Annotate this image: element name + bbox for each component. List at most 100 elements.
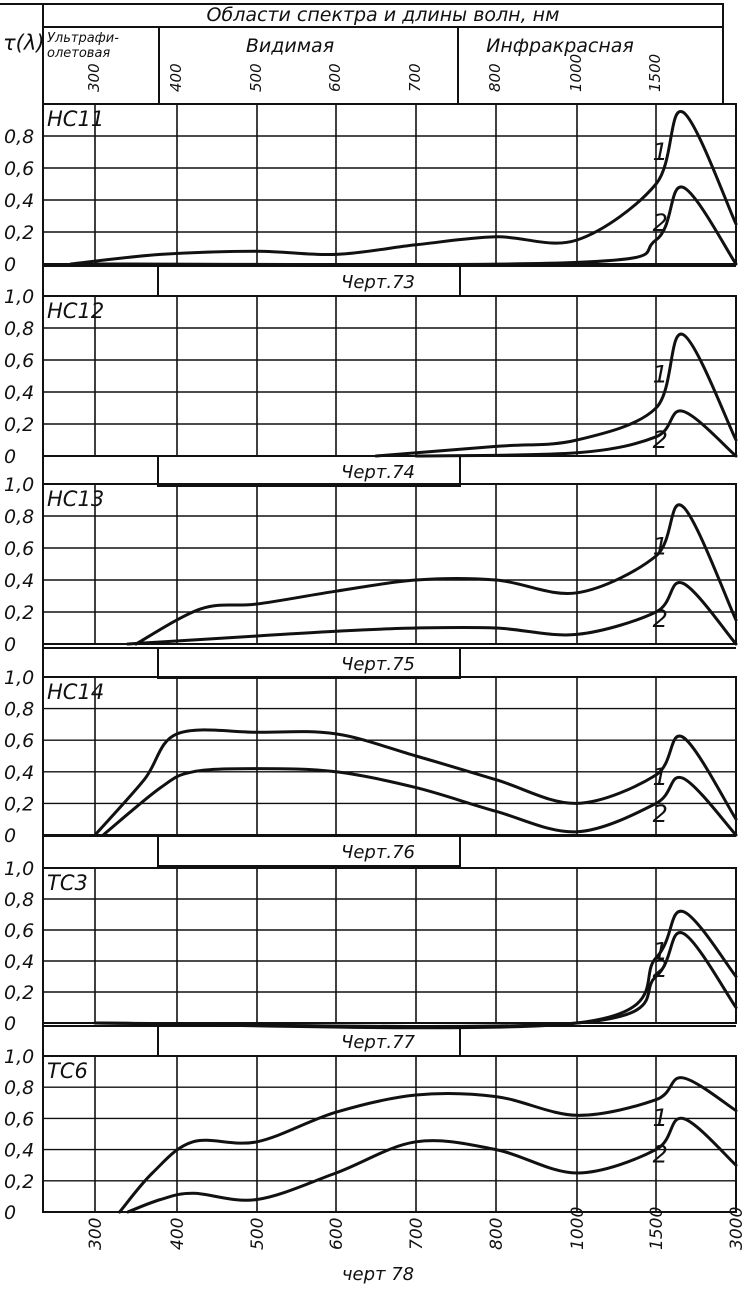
top-tick-label: 800	[486, 63, 504, 92]
y-tick-label: 0,6	[4, 538, 34, 560]
y-tick-label: 0	[4, 254, 16, 276]
y-tick-label: 0,8	[4, 126, 34, 148]
caption-box	[157, 835, 461, 867]
top-tick-label: 700	[406, 63, 424, 92]
series-2-line	[93, 185, 738, 267]
y-tick-label: 0	[4, 446, 16, 468]
series-2-label: 2	[653, 800, 668, 828]
region-uv-line2: олетовая	[47, 46, 110, 61]
y-tick-label: 0	[4, 634, 16, 656]
bottom-tick-label: 400	[168, 1218, 188, 1250]
top-tick-label: 600	[326, 63, 344, 92]
y-tick-label: 0,2	[4, 793, 34, 815]
y-tick-label: 1,0	[4, 667, 34, 689]
y-tick-label: 0,6	[4, 920, 34, 942]
chart-caption: Черт.77	[341, 1032, 415, 1053]
panel-label: НС14	[47, 680, 104, 704]
y-tick-label: 0	[4, 825, 16, 847]
y-tick-label: 1,0	[4, 1046, 34, 1068]
y-tick-label: 0,4	[4, 382, 34, 404]
bottom-tick-label: 3000	[727, 1207, 747, 1250]
bottom-tick-label: 1500	[647, 1207, 667, 1250]
chart-caption: Черт.74	[341, 462, 415, 483]
panel-label: ТС3	[47, 871, 88, 895]
top-tick-label: 1000	[567, 54, 585, 92]
chart-caption: Черт.75	[341, 654, 415, 675]
y-tick-label: 0,8	[4, 1077, 34, 1099]
bottom-tick-label: 600	[327, 1218, 347, 1250]
bottom-wavelength-ticks: 300 400 500 600 700 800 1000 1500 3000	[86, 1207, 747, 1250]
panel-label: ТС6	[47, 1059, 88, 1083]
series-1-line	[93, 728, 738, 837]
series-1-line	[69, 110, 738, 266]
y-tick-label: 0,2	[4, 414, 34, 436]
series-2-line	[101, 767, 738, 837]
y-tick-label: 0,4	[4, 762, 34, 784]
series-2-label: 2	[653, 1140, 668, 1168]
series-2-line	[93, 931, 738, 1028]
top-tick-label: 500	[247, 63, 265, 92]
top-tick-label: 400	[167, 63, 185, 92]
region-infrared: Инфракрасная	[486, 35, 634, 57]
panel-label: НС13	[47, 487, 104, 511]
y-tick-label: 0,4	[4, 951, 34, 973]
caption-box	[157, 455, 461, 487]
bottom-tick-label: 1000	[568, 1207, 588, 1250]
series-2-label: 2	[653, 426, 668, 454]
y-tick-label: 0,2	[4, 602, 34, 624]
y-tick-label: 0,2	[4, 1171, 34, 1193]
bottom-tick-label: 800	[487, 1218, 507, 1250]
series-2-line	[414, 409, 738, 458]
y-tick-label: 1,0	[4, 286, 34, 308]
chart-caption: Черт.76	[341, 842, 415, 863]
bottom-tick-label: 700	[407, 1218, 427, 1250]
y-tick-label: 0,4	[4, 570, 34, 592]
series-2-line	[126, 1116, 738, 1214]
panel-2: 0 0,2 0,4 0,6 0,8 1,0 НС12 Черт.74 1 2	[4, 286, 738, 487]
y-tick-label: 0,8	[4, 699, 34, 721]
panel-5: 0 0,2 0,4 0,6 0,8 1,0 ТС3 Черт.77 12	[4, 858, 738, 1057]
y-tick-label: 0,6	[4, 1108, 34, 1130]
series-1-label: 1	[653, 138, 668, 166]
series-1-label: 1	[653, 532, 668, 560]
header-title: Области спектра и длины волн, нм	[207, 4, 560, 26]
series-1-line	[374, 332, 738, 458]
series-1-label: 1	[653, 1104, 668, 1132]
y-axis-symbol: τ(λ)	[3, 31, 44, 55]
panel-3: 0 0,2 0,4 0,6 0,8 1,0 НС13 Черт.75 1 2	[4, 474, 738, 679]
y-tick-label: 0,4	[4, 1140, 34, 1162]
region-uv-line1: Ультрафи-	[47, 31, 119, 46]
y-tick-label: 0	[4, 1202, 16, 1224]
bottom-tick-label: 500	[248, 1218, 268, 1250]
y-tick-label: 0,6	[4, 730, 34, 752]
y-tick-label: 0,8	[4, 506, 34, 528]
series-1-label: 1	[653, 937, 668, 965]
series-1-line	[118, 1076, 738, 1214]
series-1-line	[134, 503, 738, 646]
panel-label: НС11	[47, 107, 104, 131]
header: Области спектра и длины волн, нм τ(λ) Ул…	[0, 3, 724, 105]
series-1-label: 1	[653, 360, 668, 388]
series-2-label: 2	[653, 605, 668, 633]
panel-1: 0 0,2 0,4 0,6 0,8 НС11 Черт.73 1 2	[4, 103, 738, 297]
region-visible: Видимая	[246, 35, 334, 57]
panel-6: 0 0,2 0,4 0,6 0,8 1,0 ТС6 1 2	[4, 1046, 738, 1224]
y-tick-label: 1,0	[4, 474, 34, 496]
series-2-line	[126, 581, 738, 646]
series-2-label: 2	[653, 955, 668, 983]
y-tick-label: 0,2	[4, 222, 34, 244]
y-tick-label: 0,2	[4, 982, 34, 1004]
bottom-tick-label: 300	[86, 1218, 106, 1250]
top-tick-label: 1500	[646, 54, 664, 92]
y-tick-label: 1,0	[4, 858, 34, 880]
top-wavelength-ticks: 300 400 500 600 700 800 1000 1500	[85, 54, 664, 92]
figure-caption: черт 78	[342, 1264, 414, 1285]
y-tick-label: 0,4	[4, 190, 34, 212]
y-tick-label: 0	[4, 1013, 16, 1035]
series-1-label: 1	[653, 763, 668, 791]
y-tick-label: 0,8	[4, 889, 34, 911]
y-tick-label: 0,8	[4, 318, 34, 340]
y-tick-label: 0,6	[4, 158, 34, 180]
